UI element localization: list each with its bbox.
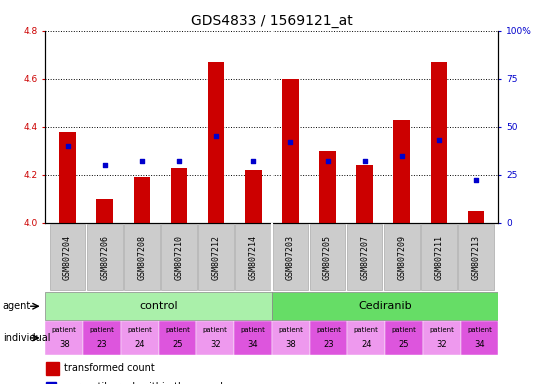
Bar bbox=[208, 62, 224, 223]
Point bbox=[249, 158, 257, 164]
Text: 32: 32 bbox=[437, 340, 447, 349]
Bar bbox=[96, 199, 113, 223]
Text: 24: 24 bbox=[361, 340, 372, 349]
Text: GSM807209: GSM807209 bbox=[397, 235, 406, 280]
FancyBboxPatch shape bbox=[272, 293, 498, 320]
Text: GSM807207: GSM807207 bbox=[360, 235, 369, 280]
Text: patient: patient bbox=[165, 327, 190, 333]
Text: GSM807210: GSM807210 bbox=[174, 235, 183, 280]
Text: individual: individual bbox=[3, 333, 50, 343]
FancyBboxPatch shape bbox=[159, 321, 196, 355]
Text: 34: 34 bbox=[248, 340, 259, 349]
Bar bbox=[431, 62, 447, 223]
Text: GSM807203: GSM807203 bbox=[286, 235, 295, 280]
Title: GDS4833 / 1569121_at: GDS4833 / 1569121_at bbox=[191, 14, 353, 28]
FancyBboxPatch shape bbox=[272, 321, 310, 355]
Bar bbox=[133, 177, 150, 223]
Text: GSM807211: GSM807211 bbox=[434, 235, 443, 280]
Text: patient: patient bbox=[240, 327, 265, 333]
FancyBboxPatch shape bbox=[310, 321, 348, 355]
FancyBboxPatch shape bbox=[124, 224, 160, 290]
Point bbox=[138, 158, 146, 164]
Text: 38: 38 bbox=[59, 340, 70, 349]
Text: percentile rank within the sample: percentile rank within the sample bbox=[64, 382, 229, 384]
FancyBboxPatch shape bbox=[272, 224, 308, 290]
Text: 23: 23 bbox=[323, 340, 334, 349]
Point bbox=[175, 158, 183, 164]
Point bbox=[100, 162, 109, 168]
Text: transformed count: transformed count bbox=[64, 363, 155, 373]
FancyBboxPatch shape bbox=[198, 224, 234, 290]
FancyBboxPatch shape bbox=[384, 224, 419, 290]
Point bbox=[63, 143, 72, 149]
Text: GSM807206: GSM807206 bbox=[100, 235, 109, 280]
FancyBboxPatch shape bbox=[458, 224, 494, 290]
Point bbox=[324, 158, 332, 164]
Bar bbox=[393, 119, 410, 223]
FancyBboxPatch shape bbox=[234, 321, 272, 355]
Point bbox=[286, 139, 295, 145]
Text: GSM807204: GSM807204 bbox=[63, 235, 72, 280]
Text: patient: patient bbox=[354, 327, 378, 333]
Bar bbox=[282, 79, 299, 223]
Bar bbox=[46, 382, 55, 384]
Point bbox=[435, 137, 443, 143]
Text: patient: patient bbox=[203, 327, 228, 333]
FancyBboxPatch shape bbox=[310, 224, 345, 290]
Text: agent: agent bbox=[3, 301, 31, 311]
Bar bbox=[357, 165, 373, 223]
FancyBboxPatch shape bbox=[461, 321, 498, 355]
Text: Cediranib: Cediranib bbox=[358, 301, 412, 311]
Point bbox=[212, 133, 220, 139]
Text: control: control bbox=[139, 301, 178, 311]
Text: patient: patient bbox=[392, 327, 416, 333]
FancyBboxPatch shape bbox=[161, 224, 197, 290]
FancyBboxPatch shape bbox=[87, 224, 123, 290]
Bar bbox=[171, 167, 187, 223]
FancyBboxPatch shape bbox=[121, 321, 159, 355]
FancyBboxPatch shape bbox=[421, 224, 457, 290]
FancyBboxPatch shape bbox=[45, 293, 272, 320]
Text: GSM807213: GSM807213 bbox=[472, 235, 481, 280]
Text: 32: 32 bbox=[210, 340, 221, 349]
Bar bbox=[46, 362, 59, 375]
Point bbox=[472, 177, 480, 184]
Text: patient: patient bbox=[467, 327, 492, 333]
Text: GSM807205: GSM807205 bbox=[323, 235, 332, 280]
Text: patient: patient bbox=[127, 327, 152, 333]
FancyBboxPatch shape bbox=[45, 321, 83, 355]
FancyBboxPatch shape bbox=[196, 321, 234, 355]
Text: patient: patient bbox=[52, 327, 77, 333]
Text: 25: 25 bbox=[172, 340, 183, 349]
Text: patient: patient bbox=[278, 327, 303, 333]
Bar bbox=[468, 211, 484, 223]
Bar bbox=[319, 151, 336, 223]
Text: patient: patient bbox=[316, 327, 341, 333]
FancyBboxPatch shape bbox=[385, 321, 423, 355]
FancyBboxPatch shape bbox=[347, 224, 383, 290]
Text: patient: patient bbox=[429, 327, 454, 333]
Point bbox=[360, 158, 369, 164]
Point bbox=[398, 152, 406, 159]
Text: GSM807212: GSM807212 bbox=[212, 235, 221, 280]
FancyBboxPatch shape bbox=[50, 224, 85, 290]
FancyBboxPatch shape bbox=[423, 321, 461, 355]
Text: 23: 23 bbox=[96, 340, 107, 349]
Text: patient: patient bbox=[90, 327, 115, 333]
Text: GSM807214: GSM807214 bbox=[249, 235, 258, 280]
Bar bbox=[59, 132, 76, 223]
FancyBboxPatch shape bbox=[348, 321, 385, 355]
FancyBboxPatch shape bbox=[236, 224, 271, 290]
Text: 24: 24 bbox=[134, 340, 145, 349]
Bar bbox=[245, 170, 262, 223]
Text: 25: 25 bbox=[399, 340, 409, 349]
Text: 34: 34 bbox=[474, 340, 485, 349]
FancyBboxPatch shape bbox=[83, 321, 121, 355]
Text: 38: 38 bbox=[285, 340, 296, 349]
Text: GSM807208: GSM807208 bbox=[138, 235, 147, 280]
